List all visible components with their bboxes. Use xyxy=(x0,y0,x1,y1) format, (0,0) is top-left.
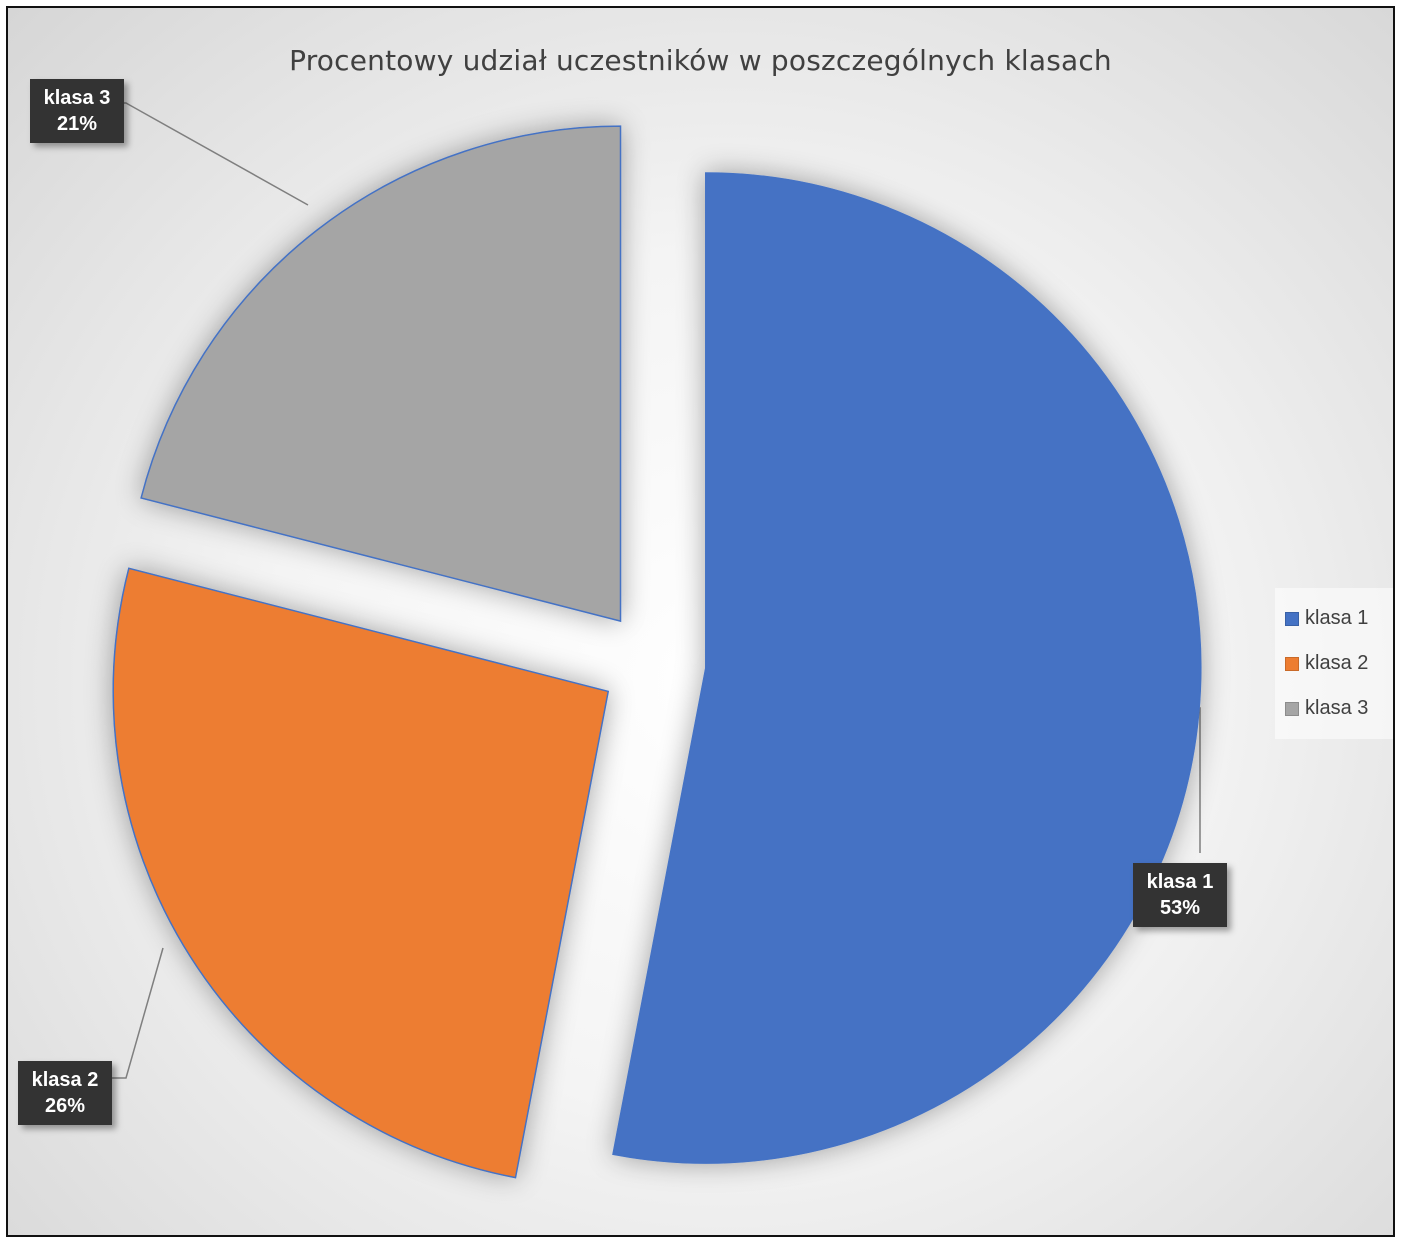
legend-item-klasa-2[interactable]: klasa 2 xyxy=(1285,641,1393,686)
legend-item-klasa-3[interactable]: klasa 3 xyxy=(1285,686,1393,731)
pie-slice-klasa-3[interactable] xyxy=(140,125,622,623)
data-label-percent: 53% xyxy=(1159,897,1201,919)
data-label-klasa-3: klasa 3 21% xyxy=(30,79,124,143)
data-label-klasa-1: klasa 1 53% xyxy=(1133,863,1227,927)
data-label-name: klasa 1 xyxy=(1146,871,1214,893)
legend-swatch xyxy=(1285,611,1299,626)
legend-item-klasa-1[interactable]: klasa 1 xyxy=(1285,596,1393,641)
chart-frame: Procentowy udział uczestników w poszczeg… xyxy=(6,6,1395,1237)
pie-slice-klasa-2[interactable] xyxy=(112,567,610,1179)
leader-line-klasa-3 xyxy=(110,102,309,206)
data-label-klasa-2: klasa 2 26% xyxy=(18,1061,112,1125)
legend-swatch xyxy=(1285,656,1299,671)
legend: klasa 1 klasa 2 klasa 3 xyxy=(1275,588,1393,739)
pie-chart xyxy=(100,102,1202,1179)
data-label-percent: 26% xyxy=(44,1095,86,1117)
data-label-name: klasa 3 xyxy=(43,87,111,109)
pie-slice-klasa-1[interactable] xyxy=(612,172,1202,1164)
legend-label: klasa 3 xyxy=(1305,697,1369,719)
chart-title: Procentowy udział uczestników w poszczeg… xyxy=(289,44,1112,77)
pie-slices xyxy=(112,125,1202,1179)
legend-label: klasa 2 xyxy=(1305,652,1369,674)
data-label-name: klasa 2 xyxy=(31,1069,99,1091)
legend-label: klasa 1 xyxy=(1305,607,1369,629)
legend-swatch xyxy=(1285,701,1299,716)
leader-line-klasa-2 xyxy=(100,947,164,1079)
data-label-percent: 21% xyxy=(56,113,98,135)
